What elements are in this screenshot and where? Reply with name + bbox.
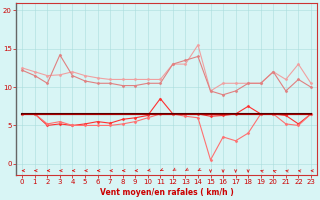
X-axis label: Vent moyen/en rafales ( km/h ): Vent moyen/en rafales ( km/h ): [100, 188, 234, 197]
